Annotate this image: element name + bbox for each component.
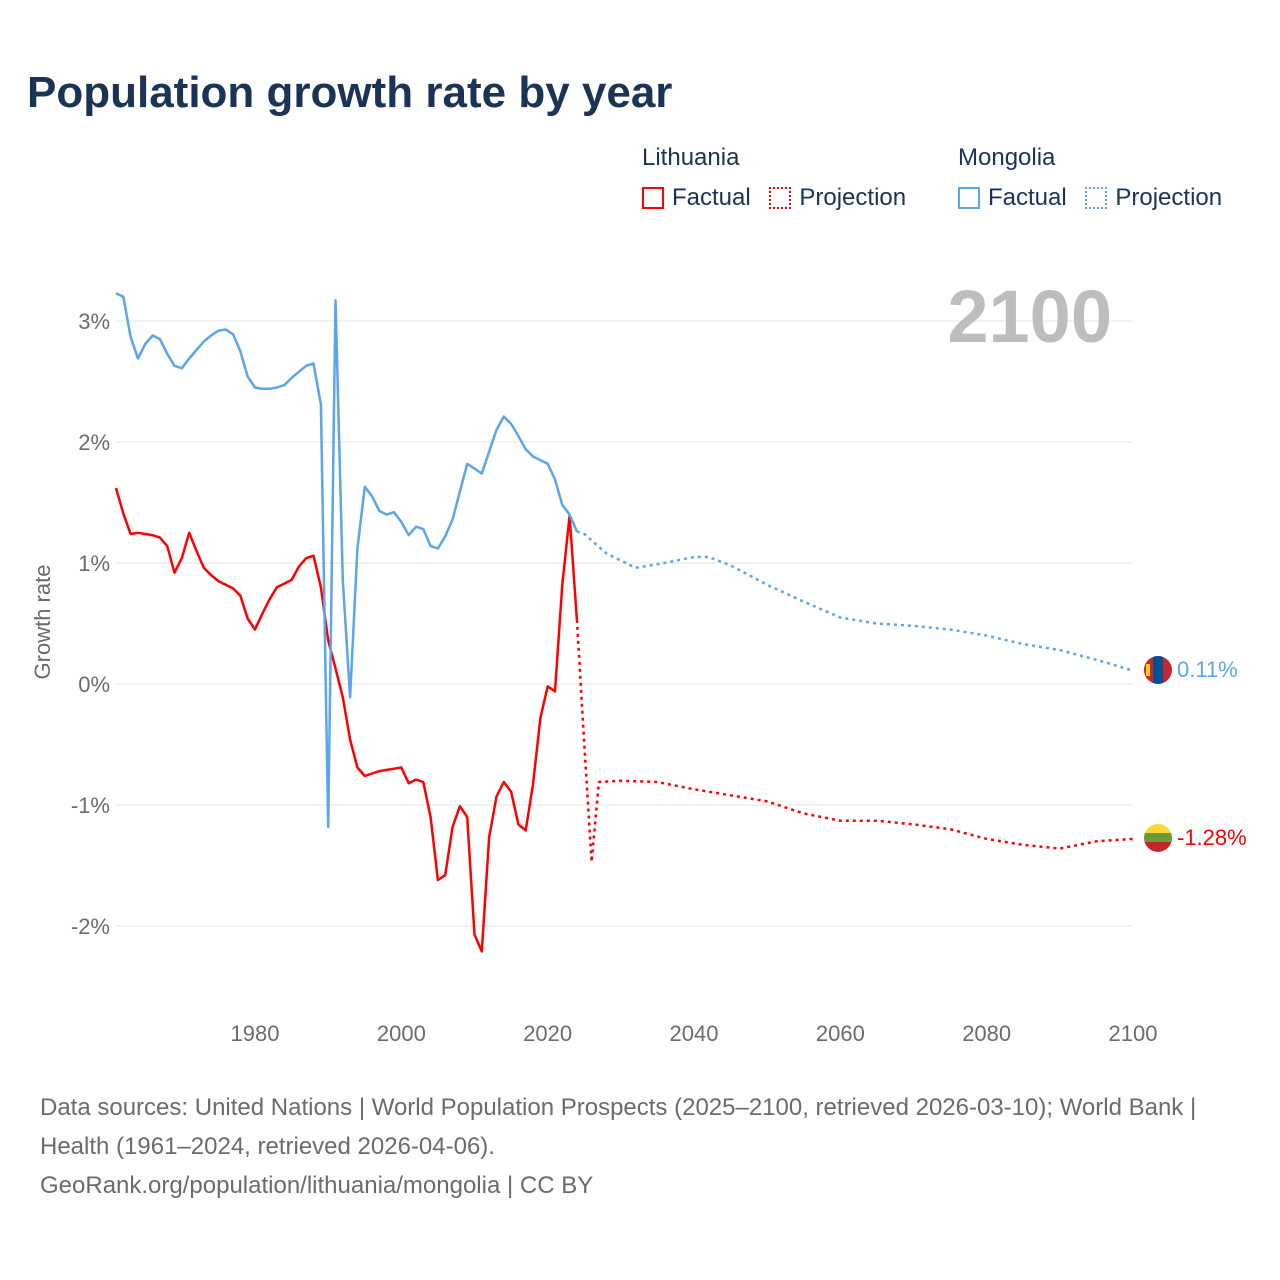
- line-chart: 3% 2% 1% 0% -1% -2% 1980 2000 2020 2040 2060 2080 21…: [30, 275, 1247, 1046]
- legend-mongolia-factual[interactable]: Factual: [958, 184, 1067, 212]
- dotted-swatch-icon: [769, 187, 792, 209]
- footer: Data sources: United Nations | World Pop…: [40, 1088, 1240, 1205]
- legend-label: Factual: [672, 184, 751, 211]
- series-line-mongolia-factual: [115, 292, 579, 829]
- lithuania-end-label: -1.28%: [1177, 825, 1247, 850]
- y-tick-label: 1%: [78, 551, 110, 576]
- y-tick-label: 0%: [78, 672, 110, 697]
- solid-swatch-icon: [642, 187, 664, 209]
- x-tick-label: 2040: [670, 1021, 719, 1046]
- y-tick-label: 2%: [78, 430, 110, 455]
- data-sources: Data sources: United Nations | World Pop…: [40, 1094, 1197, 1160]
- attribution-link[interactable]: GeoRank.org/population/lithuania/mongoli…: [40, 1172, 594, 1199]
- legend-label: Projection: [799, 184, 907, 211]
- series-line-mongolia-projection: [576, 530, 1134, 672]
- series-line-lithuania-projection: [575, 619, 1134, 864]
- lithuania-flag-icon: [1144, 824, 1172, 852]
- y-tick-label: 3%: [78, 309, 110, 334]
- legend-lithuania-factual[interactable]: Factual: [642, 184, 751, 212]
- x-tick-label: 2060: [816, 1021, 865, 1046]
- x-tick-label: 2100: [1109, 1021, 1158, 1046]
- legend-lithuania: Lithuania Factual Projection: [642, 144, 918, 216]
- solid-swatch-icon: [958, 187, 980, 209]
- legend-mongolia-projection[interactable]: Projection: [1085, 184, 1222, 212]
- x-tick-label: 2020: [523, 1021, 572, 1046]
- y-tick-label: -1%: [71, 793, 110, 818]
- legend-country-label: Lithuania: [642, 144, 740, 171]
- chart-title: Population growth rate by year: [27, 68, 673, 117]
- mongolia-flag-icon: [1144, 656, 1172, 684]
- y-tick-label: -2%: [71, 914, 110, 939]
- legend-mongolia: Mongolia Factual Projection: [958, 144, 1234, 216]
- legend-label: Projection: [1115, 184, 1223, 211]
- legend-country-label: Mongolia: [958, 144, 1056, 171]
- legend-lithuania-projection[interactable]: Projection: [769, 184, 906, 212]
- y-axis-label: Growth rate: [30, 565, 55, 680]
- year-display: 2100: [947, 275, 1112, 358]
- x-tick-label: 2080: [962, 1021, 1011, 1046]
- x-tick-label: 2000: [377, 1021, 426, 1046]
- series-line-lithuania-factual: [114, 487, 579, 953]
- x-tick-label: 1980: [231, 1021, 280, 1046]
- legend-label: Factual: [988, 184, 1067, 211]
- mongolia-end-label: 0.11%: [1177, 657, 1238, 682]
- dotted-swatch-icon: [1085, 187, 1108, 209]
